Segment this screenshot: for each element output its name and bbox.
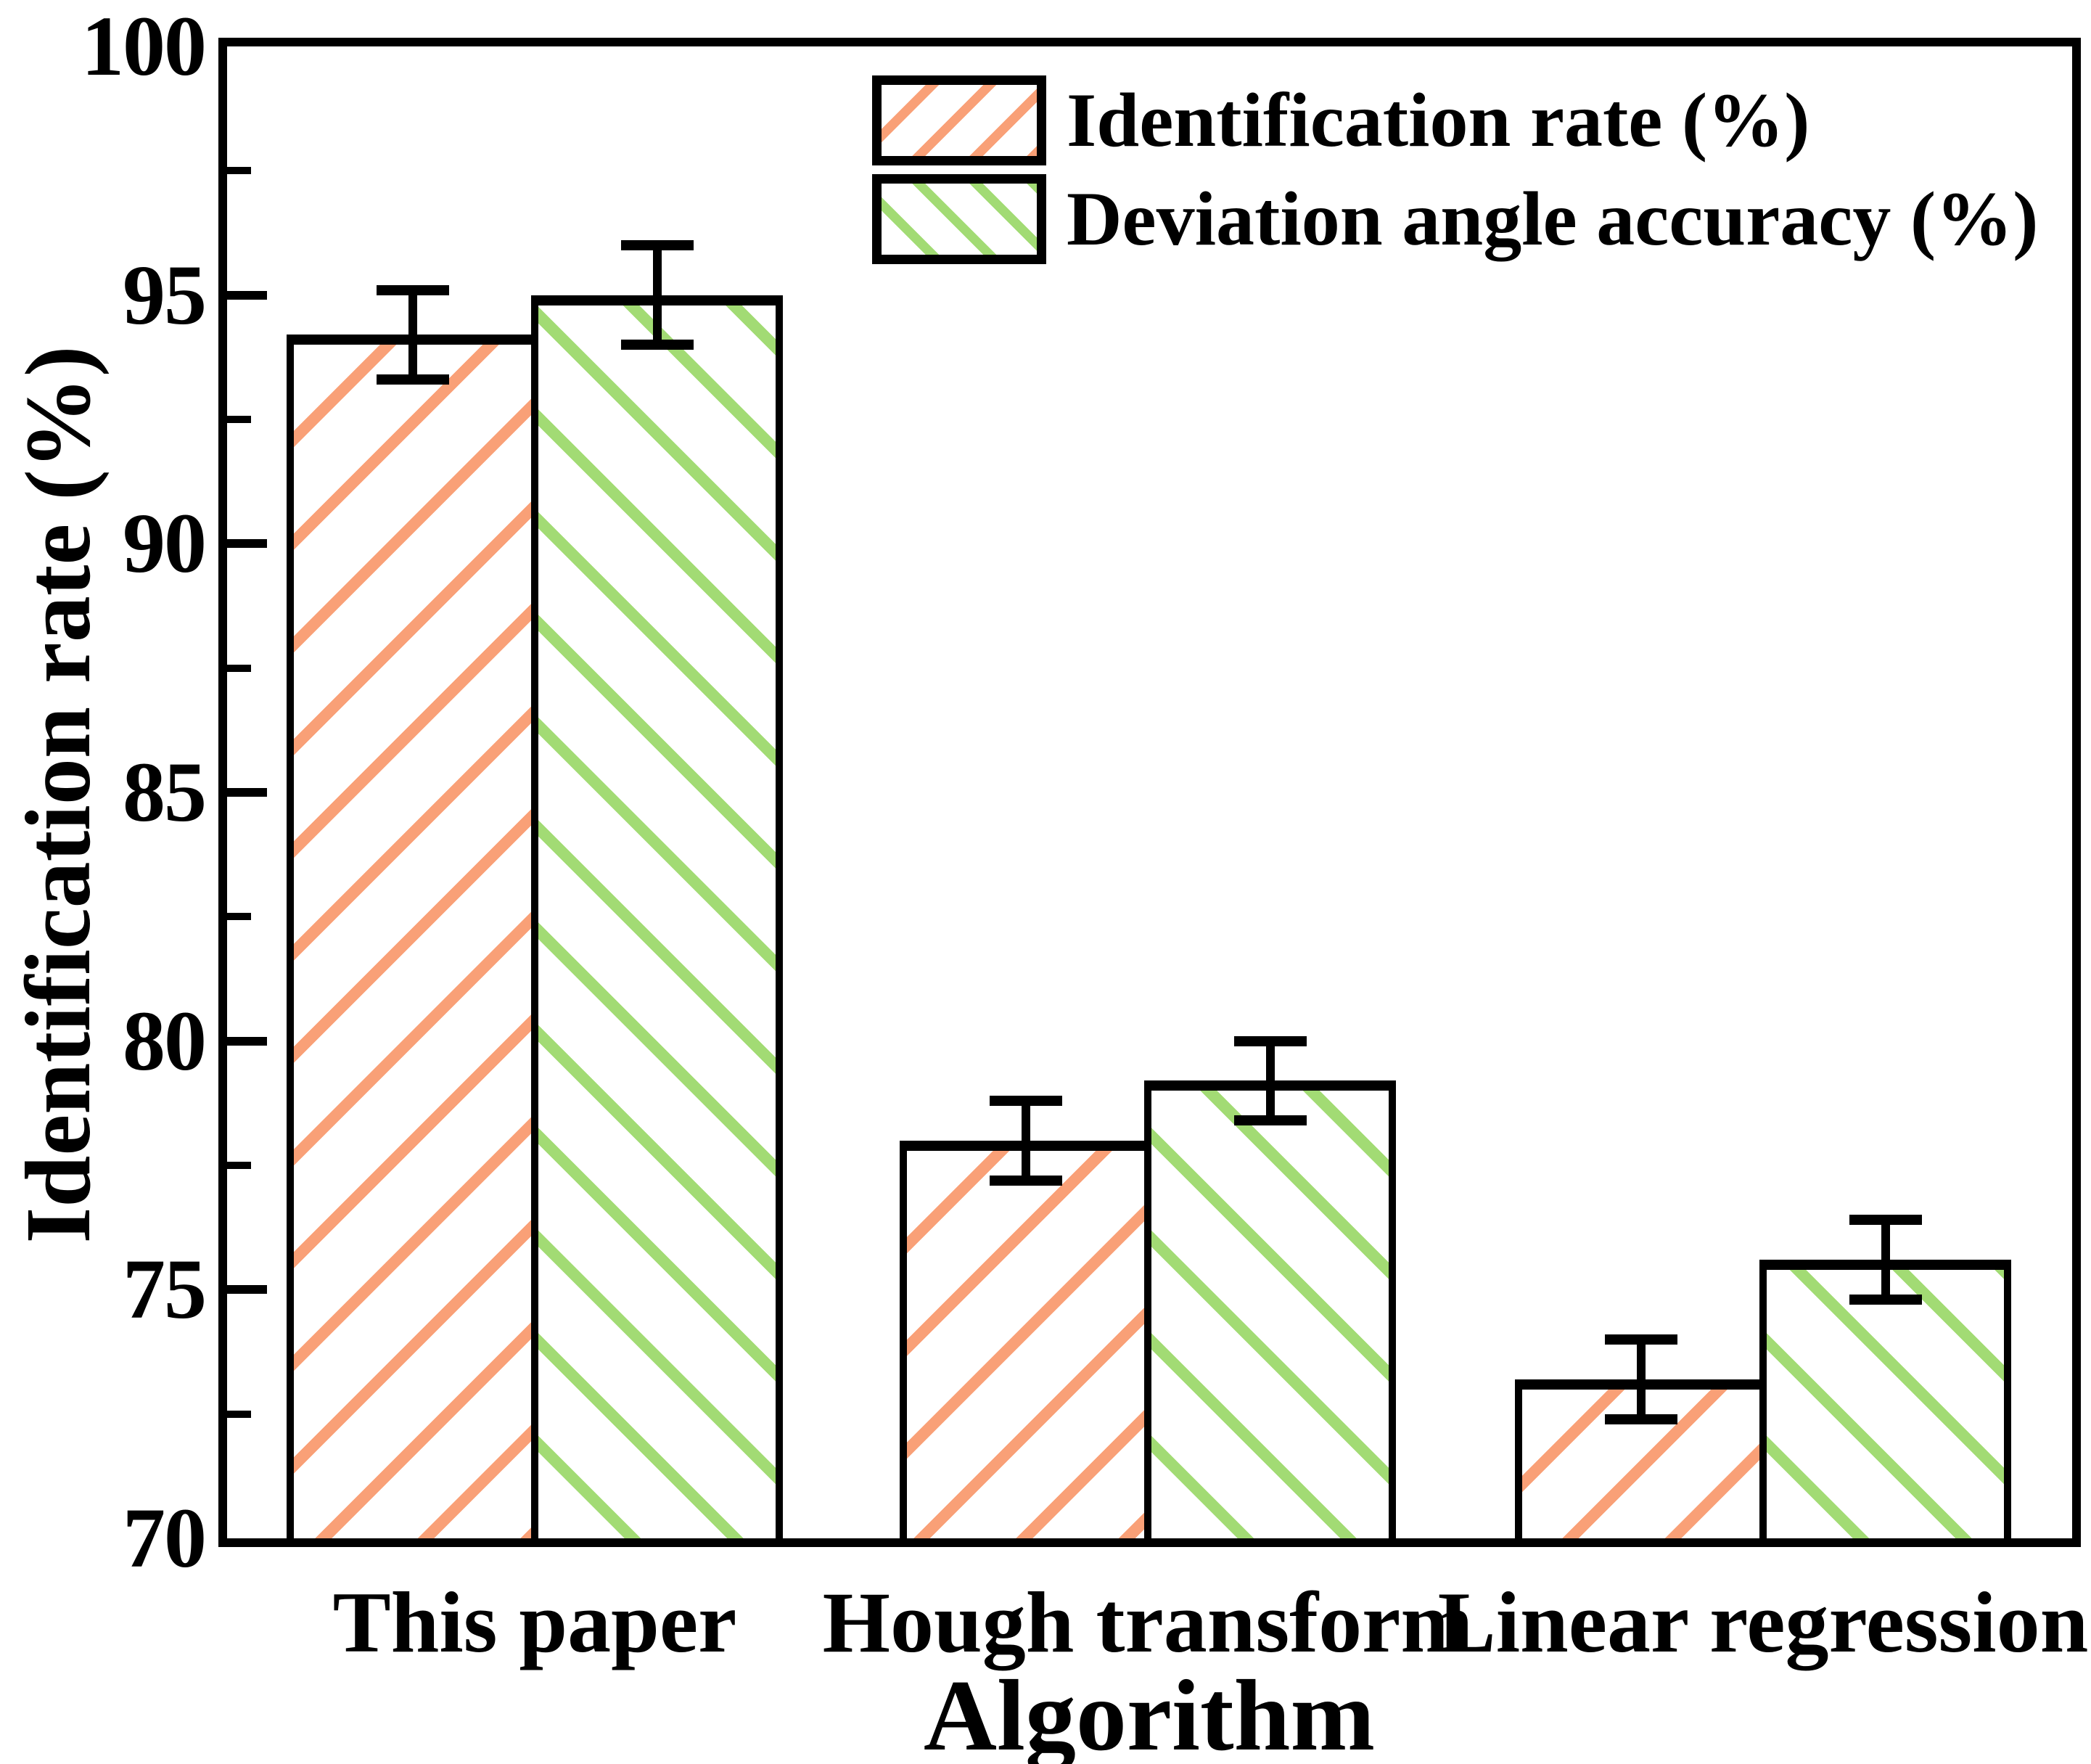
y-minor-tick — [227, 1410, 251, 1418]
error-bar — [1881, 1220, 1890, 1300]
plot-area — [227, 46, 2072, 1538]
legend-label: Identification rate (%) — [1067, 78, 1810, 163]
y-tick-label: 95 — [123, 247, 207, 342]
error-bar-cap — [376, 374, 449, 385]
error-bar-cap — [620, 340, 694, 350]
error-bar-cap — [376, 284, 449, 295]
y-axis-title: Identification rate (%) — [7, 345, 110, 1244]
y-tick-label: 75 — [123, 1242, 207, 1337]
error-bar — [1265, 1041, 1275, 1121]
y-minor-tick — [227, 167, 251, 175]
bar-identification-rate-hough-transform — [900, 1140, 1151, 1538]
legend-entry-identification-rate: Identification rate (%) — [872, 75, 1809, 165]
y-major-tick — [227, 1036, 267, 1046]
y-minor-tick — [227, 1162, 251, 1169]
y-major-tick — [227, 1285, 267, 1295]
legend-swatch-green-hatch — [872, 174, 1046, 264]
x-axis-title: Algorithm — [923, 1660, 1376, 1764]
error-bar — [408, 290, 417, 380]
y-tick-label: 90 — [123, 496, 207, 591]
error-bar-cap — [1233, 1035, 1307, 1046]
error-bar-cap — [1604, 1414, 1677, 1424]
error-bar-cap — [1604, 1334, 1677, 1345]
y-tick-label: 100 — [81, 0, 207, 94]
x-tick-label-this-paper: This paper — [332, 1574, 737, 1670]
y-major-tick — [227, 788, 267, 797]
error-bar-cap — [1233, 1115, 1307, 1126]
legend-entry-deviation-angle-accuracy: Deviation angle accuracy (%) — [872, 174, 2038, 264]
x-tick-label-linear-regression: Linear regression — [1437, 1574, 2089, 1670]
bar-identification-rate-this-paper — [287, 335, 538, 1538]
y-tick-label: 80 — [123, 993, 207, 1088]
error-bar — [1636, 1339, 1646, 1419]
error-bar-cap — [1849, 1215, 1922, 1226]
bar-deviation-angle-accuracy-linear-regression — [1759, 1260, 2011, 1538]
legend-swatch-orange-hatch — [872, 75, 1046, 165]
y-major-tick — [227, 290, 267, 300]
y-major-tick — [227, 539, 267, 549]
y-tick-label: 70 — [123, 1490, 207, 1585]
error-bar-cap — [989, 1175, 1062, 1186]
legend-label: Deviation angle accuracy (%) — [1067, 176, 2039, 261]
error-bar — [652, 245, 662, 345]
y-minor-tick — [227, 913, 251, 921]
y-tick-label: 85 — [123, 744, 207, 840]
x-tick-label-hough-transform: Hough transform — [822, 1574, 1474, 1670]
bar-deviation-angle-accuracy-this-paper — [531, 295, 783, 1538]
error-bar-cap — [989, 1095, 1062, 1106]
y-minor-tick — [227, 416, 251, 423]
y-minor-tick — [227, 664, 251, 672]
error-bar — [1021, 1100, 1030, 1181]
error-bar-cap — [620, 240, 694, 251]
error-bar-cap — [1849, 1295, 1922, 1305]
bar-deviation-angle-accuracy-hough-transform — [1144, 1080, 1396, 1538]
